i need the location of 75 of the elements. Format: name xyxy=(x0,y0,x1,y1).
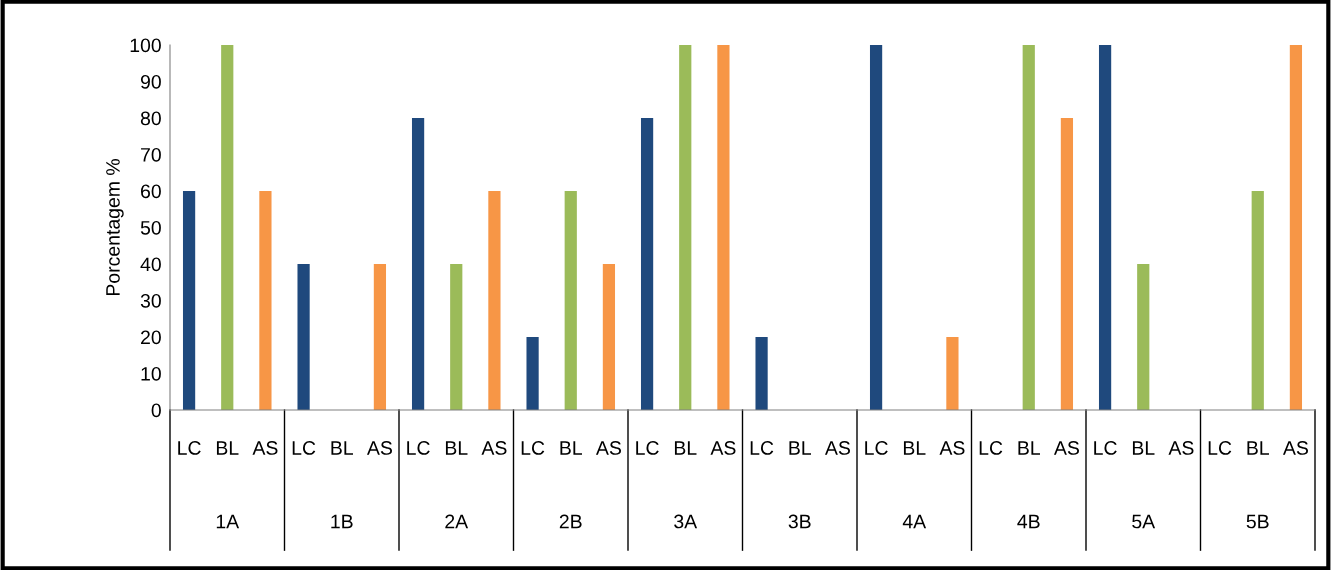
bar xyxy=(450,264,463,410)
x-tick-label: LC xyxy=(292,441,316,455)
x-tick-label: BL xyxy=(216,441,239,455)
bar xyxy=(564,191,577,410)
x-tick-label: LC xyxy=(636,441,659,455)
bar xyxy=(411,118,425,410)
x-tick-label: AS xyxy=(252,441,278,455)
x-tick-label: AS xyxy=(824,441,850,455)
y-tick-label: 100 xyxy=(130,38,161,53)
y-axis-title: Porcentagem % xyxy=(106,159,124,296)
bar xyxy=(373,264,387,410)
y-tick-label: 40 xyxy=(140,257,161,272)
bar xyxy=(640,118,654,410)
x-tick-label: LC xyxy=(750,441,774,455)
x-tick-label: BL xyxy=(789,441,811,455)
x-tick-label: AS xyxy=(1053,441,1079,455)
text: 3B xyxy=(788,514,811,529)
x-tick-label: LC xyxy=(407,441,430,455)
bar xyxy=(259,191,272,410)
bar xyxy=(602,264,616,410)
x-tick-label: AS xyxy=(1168,441,1194,455)
bar xyxy=(1137,264,1150,410)
text: 5B xyxy=(1246,514,1269,529)
y-tick-label: 60 xyxy=(141,184,161,199)
bar xyxy=(221,45,234,410)
text: 1A xyxy=(216,514,240,529)
bar xyxy=(488,191,501,410)
bar xyxy=(679,45,692,410)
bar xyxy=(755,337,768,410)
bar xyxy=(1060,118,1074,410)
x-tick-label: LC xyxy=(865,441,888,455)
text: 4A xyxy=(902,514,927,529)
x-tick-label: BL xyxy=(1247,441,1269,455)
x-tick-label: LC xyxy=(979,441,1003,455)
bar xyxy=(1098,45,1112,410)
text: 2B xyxy=(559,514,582,529)
x-tick-label: BL xyxy=(903,441,926,455)
x-tick-label: AS xyxy=(1282,441,1308,455)
y-tick-label: 10 xyxy=(141,366,161,381)
x-tick-label: BL xyxy=(331,441,353,455)
y-tick-label: 80 xyxy=(140,111,161,126)
x-tick-label: LC xyxy=(1208,441,1232,455)
y-tick-label: 20 xyxy=(141,330,161,345)
x-tick-label: AS xyxy=(710,441,736,455)
y-tick-label: 90 xyxy=(140,74,161,89)
bar xyxy=(717,45,730,410)
x-tick-label: AS xyxy=(595,441,621,455)
x-tick-label: BL xyxy=(445,441,468,455)
bar xyxy=(526,337,539,410)
bar xyxy=(1251,191,1264,410)
x-tick-label: BL xyxy=(1018,441,1040,455)
x-tick-label: AS xyxy=(939,441,965,455)
bar xyxy=(869,45,883,410)
x-tick-label: LC xyxy=(521,441,545,455)
bar xyxy=(297,264,310,410)
x-tick-label: AS xyxy=(366,441,392,455)
y-tick-label: 0 xyxy=(151,403,161,418)
text: 1B xyxy=(331,514,353,529)
bar xyxy=(1022,45,1035,410)
bar xyxy=(1289,45,1303,410)
x-tick-label: LC xyxy=(178,441,201,455)
x-tick-label: LC xyxy=(1094,441,1117,455)
bar xyxy=(182,191,196,410)
x-tick-label: BL xyxy=(1132,441,1155,455)
y-tick-label: 70 xyxy=(141,147,161,162)
bar xyxy=(946,337,959,410)
x-tick-label: AS xyxy=(481,441,507,455)
text: 5A xyxy=(1132,514,1156,529)
text: 4B xyxy=(1017,514,1040,529)
y-tick-label: 30 xyxy=(140,293,161,308)
text: 3A xyxy=(674,514,698,529)
y-tick-label: 50 xyxy=(140,220,161,235)
text: 2A xyxy=(445,514,469,529)
x-tick-label: BL xyxy=(560,441,582,455)
x-tick-label: BL xyxy=(674,441,697,455)
